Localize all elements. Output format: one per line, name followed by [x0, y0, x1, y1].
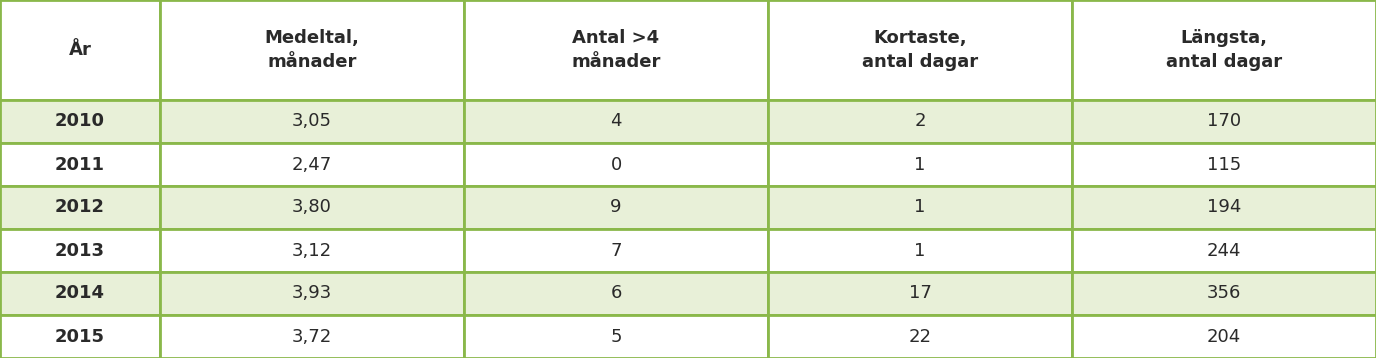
Bar — [1072, 143, 1376, 186]
Bar — [1072, 315, 1376, 358]
Bar — [0, 315, 160, 358]
Text: Medeltal,
månader: Medeltal, månader — [264, 29, 359, 71]
Bar — [464, 100, 768, 143]
Bar — [1072, 0, 1376, 100]
Text: 6: 6 — [611, 285, 622, 303]
Bar — [0, 100, 160, 143]
Text: 2013: 2013 — [55, 242, 105, 260]
Bar — [160, 315, 464, 358]
Text: Kortaste,
antal dagar: Kortaste, antal dagar — [861, 29, 978, 71]
Text: 2,47: 2,47 — [292, 155, 332, 174]
Text: 17: 17 — [908, 285, 932, 303]
Text: 1: 1 — [914, 198, 926, 217]
Text: 204: 204 — [1207, 328, 1241, 345]
Bar — [464, 143, 768, 186]
Text: 3,12: 3,12 — [292, 242, 332, 260]
Text: 2012: 2012 — [55, 198, 105, 217]
Bar — [0, 186, 160, 229]
Text: 115: 115 — [1207, 155, 1241, 174]
Text: Antal >4
månader: Antal >4 månader — [571, 29, 660, 71]
Text: 2015: 2015 — [55, 328, 105, 345]
Bar — [1072, 186, 1376, 229]
Bar — [0, 229, 160, 272]
Bar — [160, 272, 464, 315]
Bar — [160, 186, 464, 229]
Text: 3,05: 3,05 — [292, 112, 332, 131]
Bar — [768, 0, 1072, 100]
Bar — [160, 143, 464, 186]
Text: 3,72: 3,72 — [292, 328, 332, 345]
Bar — [160, 229, 464, 272]
Bar — [464, 315, 768, 358]
Bar — [0, 0, 160, 100]
Bar — [768, 229, 1072, 272]
Text: 1: 1 — [914, 155, 926, 174]
Bar — [1072, 100, 1376, 143]
Bar — [0, 272, 160, 315]
Text: 4: 4 — [610, 112, 622, 131]
Bar — [160, 0, 464, 100]
Text: 2: 2 — [914, 112, 926, 131]
Text: 3,80: 3,80 — [292, 198, 332, 217]
Text: 244: 244 — [1207, 242, 1241, 260]
Bar — [464, 186, 768, 229]
Bar — [768, 315, 1072, 358]
Bar — [768, 143, 1072, 186]
Bar — [464, 229, 768, 272]
Text: År: År — [69, 41, 91, 59]
Bar — [464, 272, 768, 315]
Text: 5: 5 — [610, 328, 622, 345]
Bar — [768, 100, 1072, 143]
Bar — [160, 100, 464, 143]
Text: 2010: 2010 — [55, 112, 105, 131]
Bar — [768, 186, 1072, 229]
Text: 7: 7 — [610, 242, 622, 260]
Bar — [768, 272, 1072, 315]
Text: 356: 356 — [1207, 285, 1241, 303]
Bar — [1072, 272, 1376, 315]
Bar — [0, 143, 160, 186]
Text: 2014: 2014 — [55, 285, 105, 303]
Text: Längsta,
antal dagar: Längsta, antal dagar — [1165, 29, 1282, 71]
Text: 2011: 2011 — [55, 155, 105, 174]
Text: 0: 0 — [611, 155, 622, 174]
Text: 1: 1 — [914, 242, 926, 260]
Text: 9: 9 — [610, 198, 622, 217]
Text: 22: 22 — [908, 328, 932, 345]
Bar — [1072, 229, 1376, 272]
Text: 3,93: 3,93 — [292, 285, 332, 303]
Text: 170: 170 — [1207, 112, 1241, 131]
Bar — [464, 0, 768, 100]
Text: 194: 194 — [1207, 198, 1241, 217]
